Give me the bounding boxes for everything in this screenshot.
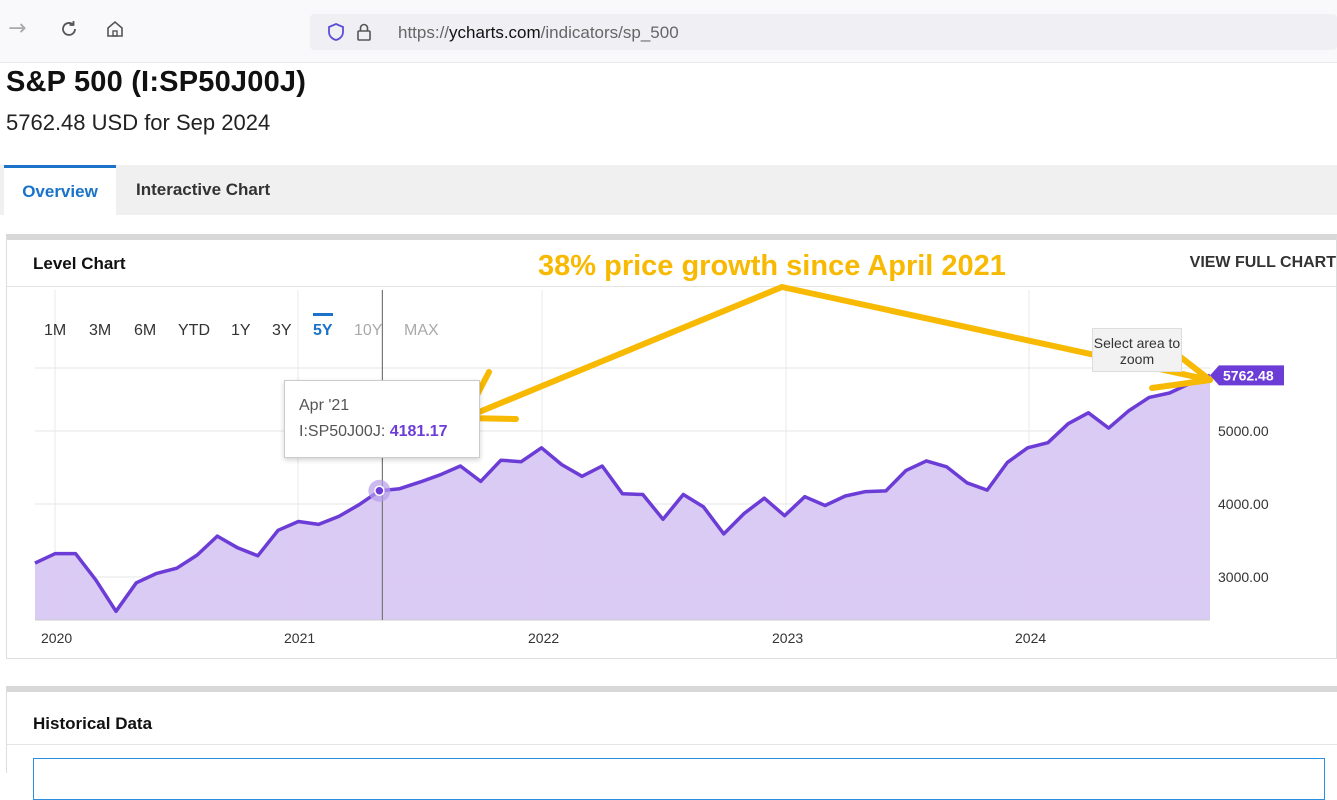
range-3m[interactable]: 3M bbox=[89, 322, 112, 339]
tab-interactive-chart[interactable]: Interactive Chart bbox=[136, 180, 271, 199]
tooltip-date: Apr '21 bbox=[299, 397, 350, 414]
x-tick-label: 2021 bbox=[284, 630, 315, 646]
series-area bbox=[35, 375, 1210, 620]
x-tick-label: 2024 bbox=[1015, 630, 1046, 646]
growth-annotation: 38% price growth since April 2021 bbox=[538, 250, 1006, 282]
y-tick-label: 4000.00 bbox=[1218, 496, 1269, 512]
historical-data-card: Historical Data bbox=[6, 686, 1337, 800]
last-value-flag bbox=[1210, 365, 1284, 386]
home-icon[interactable] bbox=[104, 18, 126, 45]
url-text: https://ycharts.com/indicators/sp_500 bbox=[398, 23, 679, 42]
level-chart-header: Level Chart VIEW FULL CHART bbox=[7, 240, 1336, 287]
tab-bar: Overview Interactive Chart bbox=[0, 165, 1337, 218]
shield-icon[interactable] bbox=[326, 22, 346, 47]
range-6m[interactable]: 6M bbox=[134, 322, 157, 339]
last-value-label: 5762.48 bbox=[1223, 367, 1274, 383]
range-5y[interactable]: 5Y bbox=[313, 313, 333, 339]
arrow-right-icon[interactable]: → bbox=[8, 16, 27, 41]
tab-overview[interactable]: Overview bbox=[4, 165, 116, 218]
chart-tooltip: Apr '21 I:SP50J00J: 4181.17 bbox=[284, 380, 480, 458]
x-tick-label: 2023 bbox=[772, 630, 803, 646]
historical-data-title: Historical Data bbox=[33, 714, 153, 733]
divider bbox=[7, 744, 1337, 745]
range-10y: 10Y bbox=[354, 322, 383, 339]
view-full-chart-link[interactable]: VIEW FULL CHART bbox=[1189, 254, 1336, 271]
range-ytd[interactable]: YTD bbox=[178, 322, 210, 339]
hover-point bbox=[374, 485, 385, 497]
annotation-arrow-left bbox=[464, 284, 785, 420]
range-3y[interactable]: 3Y bbox=[272, 322, 292, 339]
page-title: S&P 500 (I:SP50J00J) bbox=[6, 66, 307, 98]
range-1m[interactable]: 1M bbox=[44, 322, 67, 339]
page-subtitle: 5762.48 USD for Sep 2024 bbox=[6, 110, 271, 135]
series-line bbox=[34, 373, 1211, 614]
lock-icon[interactable] bbox=[354, 22, 374, 47]
range-1y[interactable]: 1Y bbox=[231, 322, 251, 339]
zoom-hint: Select area to zoom bbox=[1092, 328, 1182, 372]
x-tick-label: 2022 bbox=[528, 630, 559, 646]
url-bar[interactable]: https://ycharts.com/indicators/sp_500 bbox=[310, 14, 1337, 50]
x-tick-label: 2020 bbox=[41, 630, 72, 646]
y-tick-label: 5000.00 bbox=[1218, 423, 1269, 439]
level-chart-title: Level Chart bbox=[33, 254, 126, 273]
browser-toolbar: → https://ycharts.com/indicators/sp_500 bbox=[0, 0, 1337, 63]
range-max: MAX bbox=[404, 322, 439, 339]
reload-icon[interactable] bbox=[58, 18, 80, 45]
historical-data-table[interactable] bbox=[33, 758, 1325, 800]
annotation-arrowhead bbox=[1149, 377, 1213, 391]
tooltip-value: 4181.17 bbox=[389, 423, 448, 440]
tooltip-series: I:SP50J00J: 4181.17 bbox=[299, 423, 448, 440]
level-chart[interactable]: 3000.00 4000.00 5000.00 2020 2021 2022 2023 202… bbox=[0, 0, 1337, 773]
y-tick-label: 3000.00 bbox=[1218, 569, 1269, 585]
